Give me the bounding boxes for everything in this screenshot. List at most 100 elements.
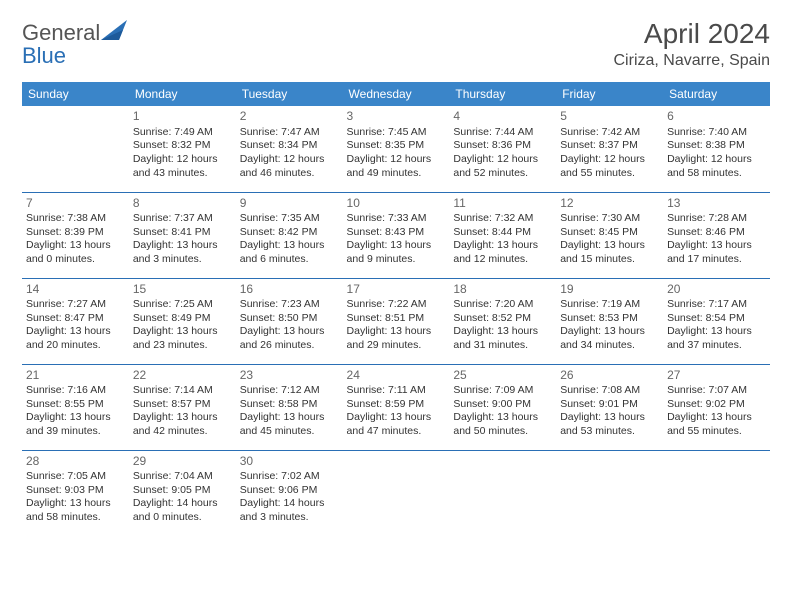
day-number: 19 (560, 282, 659, 298)
day-number: 16 (240, 282, 339, 298)
daylight-line-2: and 20 minutes. (26, 339, 125, 353)
calendar-day-cell: 8Sunrise: 7:37 AMSunset: 8:41 PMDaylight… (129, 192, 236, 278)
daylight-line-2: and 53 minutes. (560, 425, 659, 439)
calendar-page: General Blue April 2024 Ciriza, Navarre,… (0, 0, 792, 554)
calendar-day-cell: 18Sunrise: 7:20 AMSunset: 8:52 PMDayligh… (449, 278, 556, 364)
daylight-line-1: Daylight: 13 hours (453, 325, 552, 339)
sunset-line: Sunset: 9:05 PM (133, 484, 232, 498)
sunset-line: Sunset: 8:53 PM (560, 312, 659, 326)
daylight-line-2: and 29 minutes. (347, 339, 446, 353)
daylight-line-1: Daylight: 13 hours (667, 239, 766, 253)
sunset-line: Sunset: 8:37 PM (560, 139, 659, 153)
daylight-line-2: and 47 minutes. (347, 425, 446, 439)
day-number: 14 (26, 282, 125, 298)
day-number: 23 (240, 368, 339, 384)
daylight-line-2: and 3 minutes. (133, 253, 232, 267)
day-number: 12 (560, 196, 659, 212)
sunrise-line: Sunrise: 7:28 AM (667, 212, 766, 226)
weekday-header: Wednesday (343, 82, 450, 106)
daylight-line-2: and 42 minutes. (133, 425, 232, 439)
daylight-line-2: and 26 minutes. (240, 339, 339, 353)
sunset-line: Sunset: 8:34 PM (240, 139, 339, 153)
sunrise-line: Sunrise: 7:20 AM (453, 298, 552, 312)
daylight-line-1: Daylight: 13 hours (347, 411, 446, 425)
day-number: 29 (133, 454, 232, 470)
daylight-line-1: Daylight: 12 hours (560, 153, 659, 167)
sunset-line: Sunset: 8:58 PM (240, 398, 339, 412)
daylight-line-1: Daylight: 13 hours (453, 411, 552, 425)
sunrise-line: Sunrise: 7:27 AM (26, 298, 125, 312)
daylight-line-2: and 34 minutes. (560, 339, 659, 353)
sunrise-line: Sunrise: 7:44 AM (453, 126, 552, 140)
weekday-header-row: Sunday Monday Tuesday Wednesday Thursday… (22, 82, 770, 106)
sunset-line: Sunset: 8:43 PM (347, 226, 446, 240)
calendar-day-cell: 30Sunrise: 7:02 AMSunset: 9:06 PMDayligh… (236, 450, 343, 536)
calendar-day-cell: 22Sunrise: 7:14 AMSunset: 8:57 PMDayligh… (129, 364, 236, 450)
daylight-line-1: Daylight: 12 hours (667, 153, 766, 167)
day-number: 22 (133, 368, 232, 384)
calendar-day-cell: 26Sunrise: 7:08 AMSunset: 9:01 PMDayligh… (556, 364, 663, 450)
day-number: 4 (453, 109, 552, 125)
sunrise-line: Sunrise: 7:16 AM (26, 384, 125, 398)
daylight-line-2: and 58 minutes. (26, 511, 125, 525)
sunrise-line: Sunrise: 7:49 AM (133, 126, 232, 140)
sunrise-line: Sunrise: 7:37 AM (133, 212, 232, 226)
day-number: 8 (133, 196, 232, 212)
daylight-line-2: and 12 minutes. (453, 253, 552, 267)
daylight-line-1: Daylight: 12 hours (240, 153, 339, 167)
calendar-week-row: 1Sunrise: 7:49 AMSunset: 8:32 PMDaylight… (22, 106, 770, 192)
sunrise-line: Sunrise: 7:42 AM (560, 126, 659, 140)
sunrise-line: Sunrise: 7:17 AM (667, 298, 766, 312)
sunrise-line: Sunrise: 7:14 AM (133, 384, 232, 398)
daylight-line-2: and 9 minutes. (347, 253, 446, 267)
daylight-line-1: Daylight: 12 hours (133, 153, 232, 167)
daylight-line-2: and 55 minutes. (560, 167, 659, 181)
daylight-line-2: and 45 minutes. (240, 425, 339, 439)
daylight-line-1: Daylight: 13 hours (240, 411, 339, 425)
day-number: 10 (347, 196, 446, 212)
daylight-line-2: and 50 minutes. (453, 425, 552, 439)
sunrise-line: Sunrise: 7:12 AM (240, 384, 339, 398)
daylight-line-2: and 46 minutes. (240, 167, 339, 181)
calendar-day-cell: 21Sunrise: 7:16 AMSunset: 8:55 PMDayligh… (22, 364, 129, 450)
calendar-day-cell: 27Sunrise: 7:07 AMSunset: 9:02 PMDayligh… (663, 364, 770, 450)
month-title: April 2024 (614, 18, 771, 50)
calendar-day-cell: 24Sunrise: 7:11 AMSunset: 8:59 PMDayligh… (343, 364, 450, 450)
sunset-line: Sunset: 8:41 PM (133, 226, 232, 240)
calendar-week-row: 21Sunrise: 7:16 AMSunset: 8:55 PMDayligh… (22, 364, 770, 450)
sunrise-line: Sunrise: 7:09 AM (453, 384, 552, 398)
sunrise-line: Sunrise: 7:08 AM (560, 384, 659, 398)
sunset-line: Sunset: 8:45 PM (560, 226, 659, 240)
daylight-line-1: Daylight: 13 hours (347, 325, 446, 339)
sunrise-line: Sunrise: 7:47 AM (240, 126, 339, 140)
daylight-line-1: Daylight: 13 hours (133, 325, 232, 339)
day-number: 11 (453, 196, 552, 212)
daylight-line-1: Daylight: 13 hours (667, 325, 766, 339)
daylight-line-2: and 55 minutes. (667, 425, 766, 439)
daylight-line-1: Daylight: 13 hours (240, 325, 339, 339)
weekday-header: Monday (129, 82, 236, 106)
calendar-day-cell: 10Sunrise: 7:33 AMSunset: 8:43 PMDayligh… (343, 192, 450, 278)
daylight-line-2: and 37 minutes. (667, 339, 766, 353)
daylight-line-1: Daylight: 14 hours (133, 497, 232, 511)
sunrise-line: Sunrise: 7:32 AM (453, 212, 552, 226)
sunset-line: Sunset: 8:46 PM (667, 226, 766, 240)
calendar-day-cell (556, 450, 663, 536)
day-number: 21 (26, 368, 125, 384)
sunrise-line: Sunrise: 7:04 AM (133, 470, 232, 484)
day-number: 2 (240, 109, 339, 125)
calendar-day-cell: 7Sunrise: 7:38 AMSunset: 8:39 PMDaylight… (22, 192, 129, 278)
calendar-day-cell: 25Sunrise: 7:09 AMSunset: 9:00 PMDayligh… (449, 364, 556, 450)
sunset-line: Sunset: 8:39 PM (26, 226, 125, 240)
logo-text-2: Blue (22, 43, 66, 68)
sunrise-line: Sunrise: 7:11 AM (347, 384, 446, 398)
daylight-line-2: and 49 minutes. (347, 167, 446, 181)
daylight-line-1: Daylight: 13 hours (560, 411, 659, 425)
calendar-day-cell: 28Sunrise: 7:05 AMSunset: 9:03 PMDayligh… (22, 450, 129, 536)
daylight-line-2: and 39 minutes. (26, 425, 125, 439)
sunrise-line: Sunrise: 7:19 AM (560, 298, 659, 312)
sunset-line: Sunset: 9:02 PM (667, 398, 766, 412)
daylight-line-2: and 43 minutes. (133, 167, 232, 181)
sunset-line: Sunset: 8:35 PM (347, 139, 446, 153)
sunrise-line: Sunrise: 7:45 AM (347, 126, 446, 140)
